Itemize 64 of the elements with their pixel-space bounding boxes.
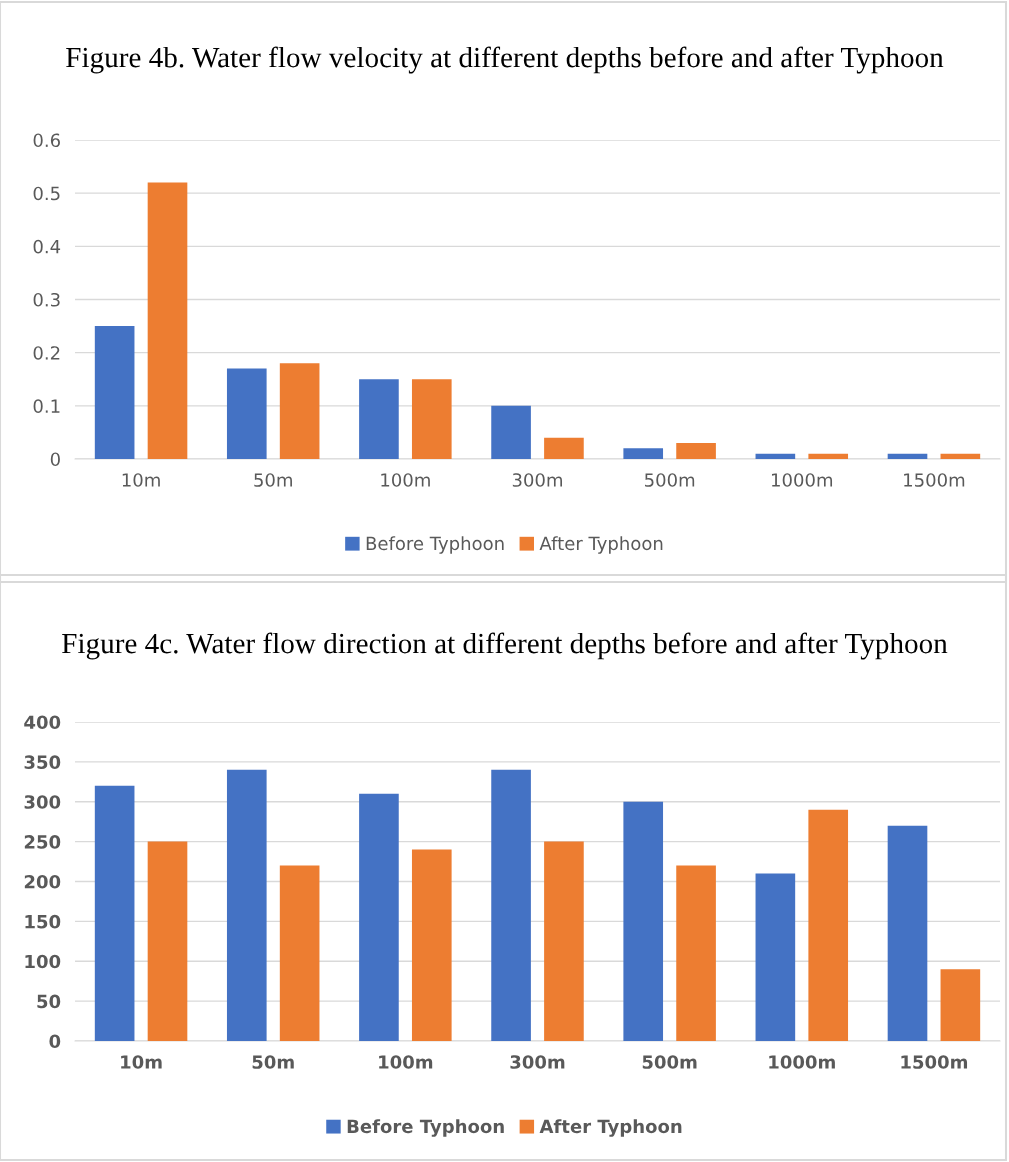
bar [279, 363, 320, 459]
y-tick-label: 0.3 [33, 292, 60, 307]
bar [226, 769, 267, 1041]
x-tick-label: 10m [122, 473, 160, 487]
legend-label: After Typhoon [539, 536, 663, 554]
y-tick-label: 350 [24, 755, 61, 769]
bar [940, 453, 981, 459]
bar [491, 769, 531, 1041]
bar [755, 453, 796, 459]
bar [887, 453, 928, 459]
bar [94, 785, 135, 1041]
x-tick-label: 1000m [769, 1055, 835, 1069]
chart-title: Figure 4b. Water flow velocity at different depths before and after Typhoon [66, 46, 944, 74]
y-tick-label: 0 [49, 1034, 61, 1049]
bar [491, 405, 531, 459]
bar [676, 443, 716, 459]
x-tick-label: 500m [642, 1055, 697, 1069]
bar [544, 437, 584, 459]
bar [279, 865, 320, 1041]
x-tick-label: 300m [510, 1055, 565, 1069]
y-tick-label: 50 [37, 994, 61, 1009]
y-tick-label: 0.4 [33, 239, 61, 254]
bar [147, 841, 188, 1041]
y-tick-label: 200 [24, 874, 61, 889]
bar [940, 969, 981, 1041]
x-tick-label: 1500m [901, 1055, 968, 1069]
y-tick-label: 400 [24, 715, 61, 730]
y-tick-label: 100 [25, 954, 61, 969]
y-tick-label: 300 [24, 795, 61, 809]
bar [94, 326, 135, 459]
bar [359, 793, 399, 1041]
y-tick-label: 0.2 [33, 346, 60, 360]
bar [808, 453, 849, 459]
y-tick-label: 0.1 [33, 399, 60, 413]
x-tick-label: 100m [381, 473, 430, 487]
y-tick-label: 0.6 [33, 133, 60, 148]
bar [887, 825, 928, 1041]
x-tick-label: 300m [512, 473, 562, 487]
bar [808, 809, 849, 1041]
bar [623, 448, 664, 459]
bar [147, 182, 188, 459]
x-tick-label: 10m [121, 1055, 162, 1069]
bar [676, 865, 716, 1041]
bar [359, 379, 399, 459]
bar [623, 801, 664, 1041]
x-tick-label: 50m [252, 1055, 294, 1069]
y-tick-label: 250 [24, 835, 61, 849]
chart-title: Figure 4c. Water flow direction at different depths before and after Typhoon [62, 632, 948, 660]
x-tick-label: 1000m [772, 473, 833, 487]
x-tick-label: 1500m [904, 473, 965, 487]
legend-label: Before Typhoon [347, 1119, 504, 1137]
y-tick-label: 150 [25, 914, 61, 929]
legend-label: After Typhoon [539, 1119, 682, 1137]
x-tick-label: 50m [254, 473, 292, 487]
y-tick-label: 0 [50, 452, 60, 467]
bar [411, 849, 452, 1041]
bar [544, 841, 584, 1041]
bar [755, 873, 796, 1041]
y-tick-label: 0.5 [33, 186, 60, 201]
bar [411, 379, 452, 459]
legend-label: Before Typhoon [366, 536, 504, 554]
x-tick-label: 100m [379, 1055, 433, 1069]
x-tick-label: 500m [645, 473, 695, 487]
bar [226, 368, 267, 459]
